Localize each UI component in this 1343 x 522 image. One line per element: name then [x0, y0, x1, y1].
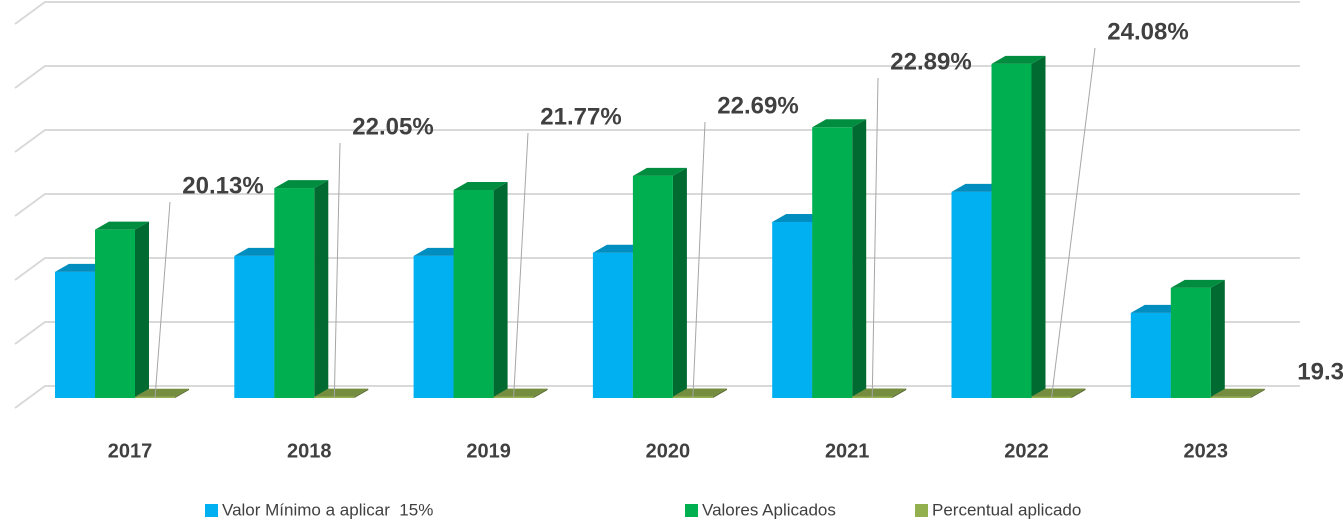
bar-face — [1210, 388, 1265, 397]
bar-face — [95, 221, 149, 230]
grid-line — [14, 129, 1300, 153]
x-tick-label: 2018 — [287, 440, 332, 462]
bar-face — [413, 255, 454, 398]
legend-swatch — [915, 504, 928, 517]
x-tick-label: 2020 — [646, 440, 691, 462]
x-tick-label: 2021 — [825, 440, 870, 462]
bar-face — [453, 182, 508, 190]
legend-label: Percentual aplicado — [932, 500, 1081, 519]
bar-face — [314, 180, 329, 398]
grid-line — [14, 385, 1300, 409]
bar — [274, 180, 329, 398]
bar-face — [632, 167, 687, 176]
grid-line — [14, 65, 1300, 89]
bar-face — [55, 271, 95, 398]
bar-face — [852, 119, 867, 398]
data-label: 19.35% — [1297, 358, 1343, 385]
grid-line — [14, 257, 1300, 281]
leader-line — [333, 142, 341, 399]
bar-face — [1071, 388, 1086, 398]
bar-face — [991, 63, 1032, 399]
x-tick-label: 2017 — [108, 440, 153, 462]
leader-line — [154, 201, 171, 399]
bar-face — [135, 221, 149, 398]
data-label: 22.05% — [352, 113, 433, 140]
bar-face — [95, 229, 135, 398]
bar-face — [1170, 287, 1211, 398]
data-label: 22.89% — [890, 48, 971, 75]
x-tick-label: 2023 — [1184, 440, 1229, 462]
bar-face — [812, 127, 853, 398]
bar-face — [135, 388, 189, 397]
bar-face — [1250, 388, 1265, 398]
leader-line — [513, 132, 529, 399]
legend-label: Valor Mínimo a aplicar 15% — [222, 500, 433, 519]
bar-face — [453, 190, 494, 398]
bar-face — [1210, 279, 1225, 398]
bar-face — [1130, 312, 1171, 398]
bar — [1170, 279, 1225, 398]
data-label: 20.13% — [182, 172, 263, 199]
bar-face — [493, 182, 508, 398]
bar — [95, 221, 149, 398]
x-tick-label: 2022 — [1004, 440, 1049, 462]
leader-line — [871, 77, 879, 399]
bar-face — [772, 222, 813, 398]
bar-face — [354, 388, 369, 398]
grid-line — [14, 193, 1300, 217]
bar-face — [892, 388, 907, 398]
grid-line — [14, 1, 1300, 25]
bar — [632, 167, 687, 398]
bar-face — [991, 55, 1046, 64]
bar-face — [274, 188, 315, 398]
data-label: 22.69% — [717, 92, 798, 119]
legend-label: Valores Aplicados — [702, 500, 836, 519]
bar-face — [632, 175, 673, 398]
bar-face — [812, 119, 867, 128]
bar-face — [1170, 279, 1225, 288]
bar-face — [951, 191, 992, 398]
legend-swatch — [685, 504, 698, 517]
bar — [453, 182, 508, 398]
bar-face — [592, 252, 633, 398]
bar-face — [234, 255, 275, 398]
bar-face — [533, 388, 548, 398]
bar-face — [672, 388, 727, 397]
bar-face — [712, 388, 727, 398]
bar-face — [1031, 55, 1046, 399]
bar-face — [175, 388, 189, 398]
x-tick-label: 2019 — [466, 440, 511, 462]
data-label: 21.77% — [540, 103, 621, 130]
bar-face — [1210, 396, 1251, 398]
bar — [991, 55, 1046, 399]
bar-face — [852, 388, 907, 397]
bar — [812, 119, 867, 398]
legend-swatch — [205, 504, 218, 517]
bar-face — [672, 167, 687, 398]
data-label: 24.08% — [1107, 18, 1188, 45]
bar-face — [1031, 388, 1086, 397]
bar-face — [314, 388, 369, 397]
bar-face — [274, 180, 329, 189]
leader-line — [1051, 47, 1096, 399]
leader-line — [692, 121, 706, 399]
bar-face — [493, 388, 548, 397]
grid-line — [14, 321, 1300, 345]
bar — [1210, 388, 1265, 398]
